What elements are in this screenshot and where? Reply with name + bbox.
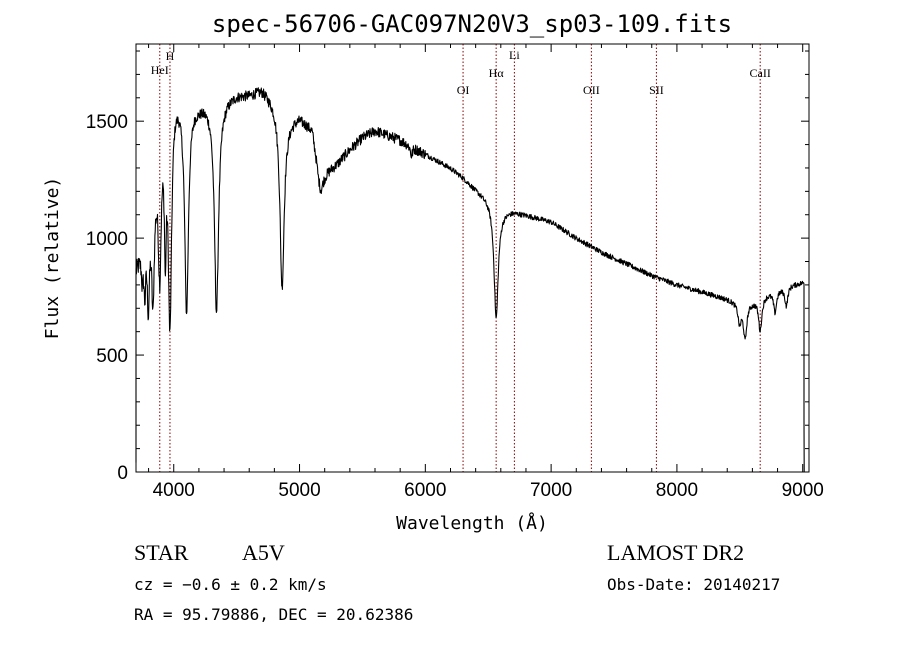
- y-axis-ticks: 0 500 1000 1500: [86, 50, 809, 484]
- x-tick-label: 8000: [656, 480, 698, 501]
- reference-line-label: Li: [509, 48, 520, 62]
- y-axis-label: Flux (relative): [42, 177, 63, 340]
- y-tick-label: 500: [96, 346, 128, 367]
- y-tick-label: 1000: [86, 229, 128, 250]
- spectrum-line: [135, 87, 805, 473]
- spectral-subclass: A5V: [242, 540, 285, 565]
- x-tick-label: 4000: [153, 480, 195, 501]
- object-class: STAR: [134, 540, 189, 565]
- redshift-readout: cz = −0.6 ± 0.2 km/s: [134, 575, 327, 594]
- reference-line-label: SII: [649, 83, 664, 97]
- x-tick-label: 5000: [278, 480, 320, 501]
- plot-frame: [135, 43, 810, 473]
- x-tick-label: 7000: [530, 480, 572, 501]
- chart-title: spec-56706-GAC097N20V3_sp03-109.fits: [212, 10, 732, 38]
- spectrum-series: [135, 87, 805, 473]
- reference-line-label: CaII: [750, 66, 771, 80]
- reference-line-label: OII: [583, 83, 600, 97]
- x-axis-ticks: 4000 5000 6000 7000 8000 9000: [148, 44, 824, 501]
- reference-line-label: Hα: [489, 66, 505, 80]
- reference-line-label: OI: [457, 83, 470, 97]
- y-tick-label: 1500: [86, 112, 128, 133]
- reference-line-label: HeI: [151, 63, 169, 77]
- reference-line-label: H: [166, 49, 175, 63]
- y-tick-label: 0: [117, 463, 128, 484]
- x-axis-label: Wavelength (Å): [396, 512, 548, 534]
- x-tick-label: 6000: [404, 480, 446, 501]
- coordinates-readout: RA = 95.79886, DEC = 20.62386: [134, 605, 413, 624]
- observation-date: Obs-Date: 20140217: [607, 575, 780, 594]
- x-tick-label: 9000: [782, 480, 824, 501]
- survey-name: LAMOST DR2: [607, 540, 744, 565]
